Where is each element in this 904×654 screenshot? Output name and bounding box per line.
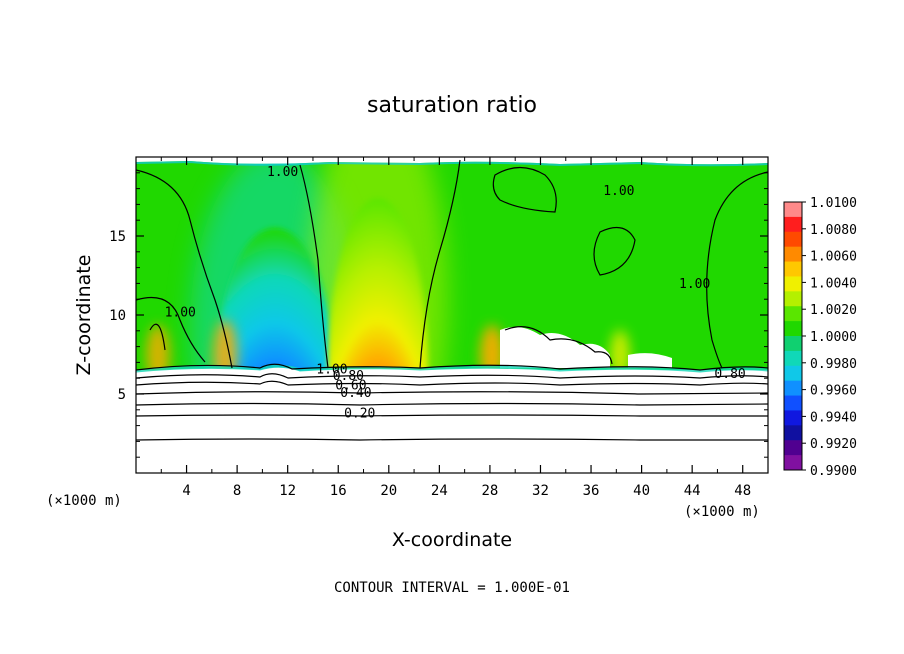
- contour-1.00-right: [706, 171, 768, 369]
- x-tick-label: 20: [380, 483, 397, 499]
- x-tick-label: 48: [734, 483, 751, 499]
- colorbar-swatch: [784, 425, 802, 441]
- colorbar-swatch: [784, 380, 802, 397]
- contour-0.30: [136, 402, 768, 406]
- lower-cyan-edge: [136, 364, 768, 373]
- contour-label: 1.00: [165, 306, 196, 321]
- contour-0.40: [136, 391, 768, 395]
- contour-label: 0.40: [340, 386, 371, 401]
- contour-label: 0.80: [333, 369, 364, 384]
- contour-1.00-left: [136, 169, 233, 369]
- contour-1.00-center-right: [419, 159, 461, 369]
- contour-1.00-upper-right: [492, 166, 557, 213]
- colorbar-swatch: [784, 336, 802, 352]
- contour-1.00-base: [136, 363, 768, 371]
- x-tick-label: 36: [583, 483, 600, 499]
- cloud-patches: [500, 326, 610, 368]
- contour-label: 1.00: [316, 362, 347, 377]
- colorbar-swatch: [784, 455, 802, 471]
- cloud-patches-2: [628, 353, 672, 368]
- colorbar-swatch: [784, 321, 802, 337]
- colorbar-label: 1.0100: [810, 196, 857, 211]
- contour-label: 0.80: [714, 367, 745, 382]
- contour-0.80: [136, 373, 768, 379]
- x-tick-label: 40: [633, 483, 650, 499]
- contour-label: 1.00: [679, 277, 710, 292]
- colorbar-swatch: [784, 261, 802, 277]
- x-axis-ticks: 4 8 12 16 20 24 28 32 36 40 44 48: [160, 157, 751, 499]
- y-tick-label: 10: [109, 308, 126, 324]
- colorbar-swatch: [784, 216, 802, 233]
- x-tick-label: 28: [481, 483, 498, 499]
- top-cyan-fringe: [136, 160, 768, 167]
- contour-interval-note: CONTOUR INTERVAL = 1.000E-01: [334, 580, 570, 596]
- colorbar-label: 1.0080: [810, 223, 857, 238]
- contour-0.20: [136, 414, 768, 417]
- contour-labels: 1.001.001.001.001.000.800.600.400.200.80: [165, 165, 746, 422]
- contour-lines: [136, 159, 768, 441]
- colorbar-swatch: [784, 440, 802, 456]
- top-white-fringe: [136, 157, 768, 165]
- contour-1.00-left-inner: [136, 296, 206, 363]
- colorbar-label: 0.9920: [810, 437, 857, 452]
- x-tick-label: 8: [233, 483, 241, 499]
- contour-0.10: [136, 438, 768, 441]
- colorbar-swatch: [784, 410, 802, 426]
- x-tick-label: 12: [279, 483, 296, 499]
- x-tick-label: 16: [330, 483, 347, 499]
- colorbar-label: 1.0020: [810, 303, 857, 318]
- contour-label: 0.60: [335, 378, 366, 393]
- contour-1.00-cloud: [504, 326, 613, 365]
- colorbar-swatch: [784, 231, 802, 248]
- x-tick-label: 24: [431, 483, 448, 499]
- heatmap-field: [136, 157, 768, 473]
- colorbar-label: 0.9980: [810, 357, 857, 372]
- y-tick-label: 15: [109, 229, 126, 245]
- contour-1.00-center-left: [299, 164, 329, 369]
- y-tick-label: 5: [118, 387, 126, 403]
- y-axis-ticks: 5 10 15: [109, 172, 768, 458]
- colorbar-label: 0.9940: [810, 410, 857, 425]
- x-tick-label: 44: [684, 483, 701, 499]
- x-tick-label: 32: [532, 483, 549, 499]
- x-axis-unit: (×1000 m): [684, 504, 760, 520]
- colorbar-label: 0.9900: [810, 464, 857, 479]
- colorbar-swatch: [784, 350, 802, 367]
- y-axis-unit: (×1000 m): [46, 493, 122, 509]
- colorbar-label: 1.0040: [810, 276, 857, 291]
- x-tick-label: 4: [182, 483, 190, 499]
- colorbar: 1.0100 1.0080 1.0060 1.0040 1.0020 1.0000 0.99…: [783, 196, 857, 479]
- contour-0.60: [136, 380, 768, 386]
- x-axis-label: X-coordinate: [392, 529, 512, 551]
- colorbar-label: 0.9960: [810, 384, 857, 399]
- colorbar-swatch: [784, 306, 802, 322]
- contour-label: 0.20: [344, 407, 375, 422]
- y-axis-label: Z-coordinate: [73, 255, 95, 376]
- colorbar-label: 1.0000: [810, 330, 857, 345]
- colorbar-swatch: [784, 276, 802, 292]
- contour-label: 1.00: [603, 184, 634, 199]
- contour-1.00-island: [593, 226, 636, 276]
- colorbar-label: 1.0060: [810, 250, 857, 265]
- colorbar-swatch: [784, 395, 802, 411]
- colorbar-swatch: [784, 202, 802, 218]
- colorbar-swatch: [784, 246, 802, 263]
- colorbar-swatch: [784, 291, 802, 307]
- contour-label: 1.00: [267, 165, 298, 180]
- contour-1.00-left-2: [149, 323, 166, 351]
- colorbar-swatch: [784, 365, 802, 382]
- chart-title: saturation ratio: [367, 93, 537, 118]
